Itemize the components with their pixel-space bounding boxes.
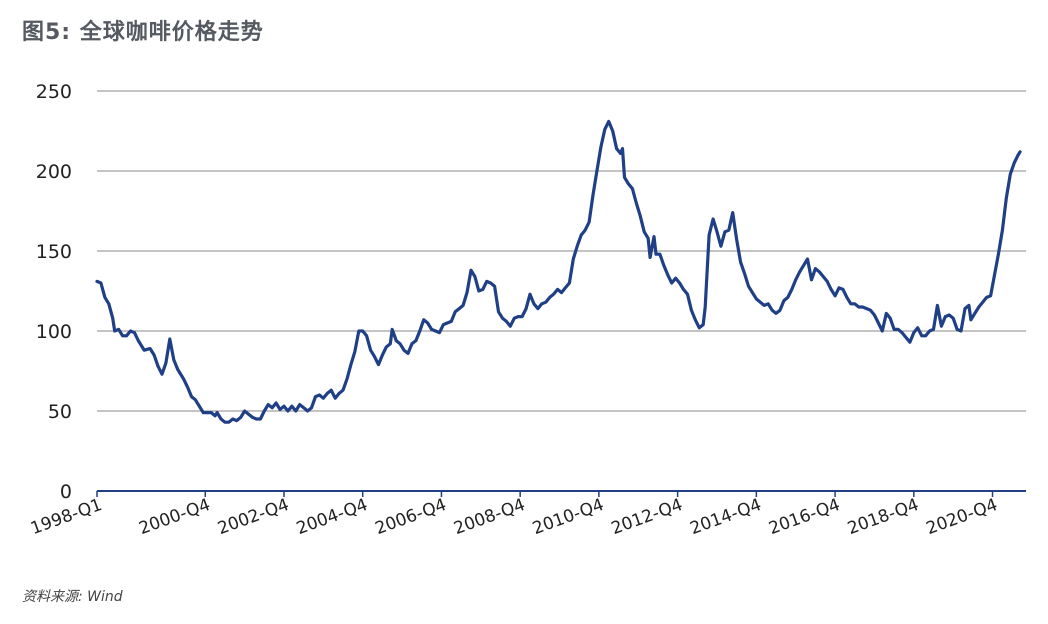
series-line (95, 119, 1022, 424)
x-axis: 1998-Q1 2000-Q4 2002-Q4 2004-Q4 2006-Q4 2008-… (28, 490, 1026, 539)
x-tick-label: 2014-Q4 (687, 495, 764, 539)
gridlines (97, 90, 1026, 412)
y-tick-label: 200 (36, 161, 72, 183)
x-tick-label: 2020-Q4 (924, 495, 1001, 539)
y-tick-label: 50 (48, 401, 72, 423)
x-tick-label: 2002-Q4 (215, 495, 292, 539)
y-axis: 0 50 100 150 200 250 (36, 81, 72, 503)
chart-title: 图5: 全球咖啡价格走势 (22, 20, 264, 45)
x-tick-label: 2018-Q4 (845, 495, 922, 539)
x-tick-label: 2016-Q4 (766, 495, 843, 539)
y-tick-label: 150 (36, 241, 72, 263)
x-tick-label: 2012-Q4 (609, 495, 686, 539)
x-tick-label: 2006-Q4 (373, 495, 450, 539)
x-tick-label: 2000-Q4 (136, 495, 213, 539)
y-tick-label: 0 (60, 481, 72, 503)
source-note: 资料来源: Wind (22, 589, 123, 605)
y-tick-label: 100 (36, 321, 72, 343)
x-tick-label: 2004-Q4 (294, 495, 371, 539)
y-tick-label: 250 (36, 81, 72, 103)
x-tick-label: 2010-Q4 (530, 495, 607, 539)
x-tick-label: 2008-Q4 (451, 495, 528, 539)
series-layer (95, 119, 1022, 424)
